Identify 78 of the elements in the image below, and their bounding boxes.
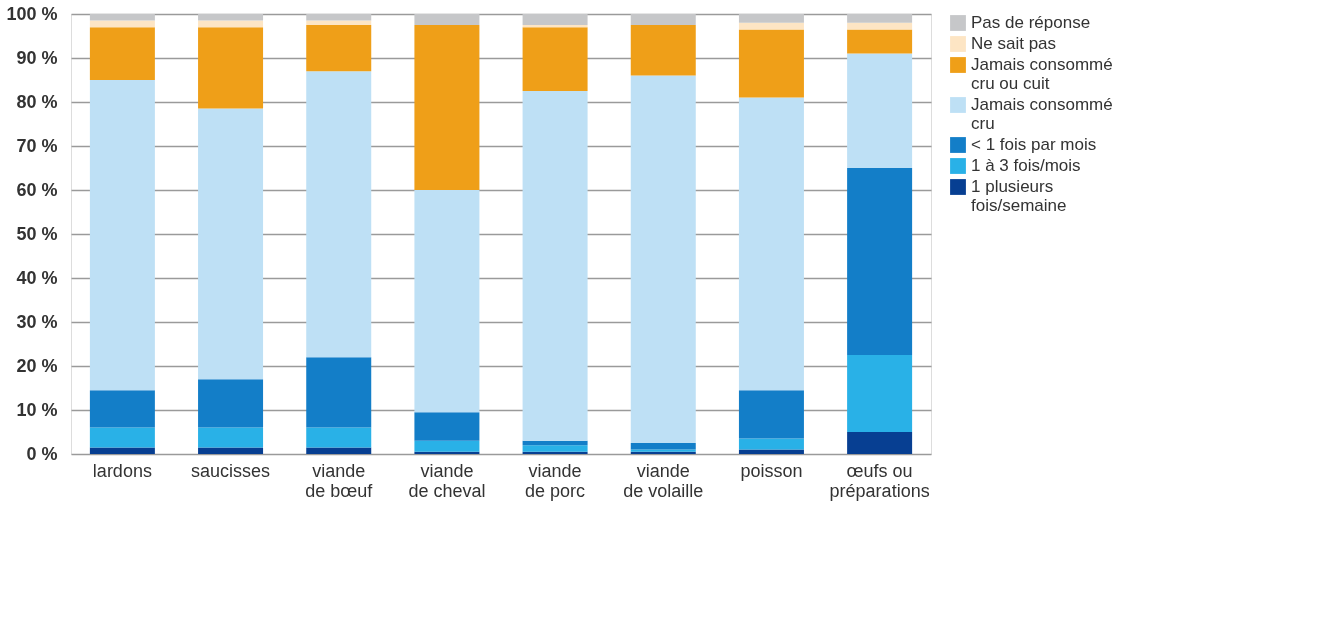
bar (847, 53, 913, 168)
bar (522, 451, 588, 454)
bar (89, 20, 155, 28)
bar (522, 27, 588, 91)
legend-label: Ne sait pas (971, 34, 1057, 53)
y-tick-label: 80 % (16, 91, 58, 112)
y-tick-label: 50 % (16, 223, 58, 244)
x-tick-label: saucisses (191, 460, 271, 481)
bar (198, 27, 264, 109)
x-tick-label: viande de bœuf (305, 460, 374, 501)
bar (414, 440, 480, 452)
y-tick-label: 100 % (6, 3, 58, 24)
bar (198, 427, 264, 448)
bar (306, 71, 372, 358)
bar (89, 14, 155, 21)
bar (306, 25, 372, 72)
y-tick-label: 70 % (16, 135, 58, 156)
bar (198, 379, 264, 428)
bar (630, 75, 696, 443)
bar (522, 445, 588, 452)
bar (847, 168, 913, 355)
legend-label: 1 à 3 fois/mois (971, 156, 1081, 175)
bar (89, 390, 155, 428)
bar (414, 190, 480, 413)
bar (414, 25, 480, 190)
bar (414, 14, 480, 25)
bar (738, 449, 804, 454)
bar (306, 14, 372, 21)
bar (738, 22, 804, 30)
bar (847, 355, 913, 432)
bar (847, 22, 913, 30)
bar (306, 357, 372, 428)
bar (738, 438, 804, 450)
bar (738, 390, 804, 439)
bar (738, 14, 804, 23)
bar (89, 27, 155, 80)
bar (198, 447, 264, 454)
y-tick-label: 90 % (16, 47, 58, 68)
x-tick-label: viande de porc (525, 460, 586, 501)
bar (522, 91, 588, 441)
bar (89, 447, 155, 454)
bar (306, 447, 372, 454)
bar (522, 440, 588, 446)
bar (738, 97, 804, 391)
legend-label: 1 plusieurs fois/semaine (971, 177, 1067, 215)
bar (630, 25, 696, 76)
y-tick-label: 0 % (26, 443, 58, 464)
bar (198, 108, 264, 380)
legend-label: < 1 fois par mois (971, 135, 1097, 154)
bar (847, 29, 913, 54)
bar (738, 29, 804, 98)
bar (414, 451, 480, 454)
bar (630, 443, 696, 450)
bar (89, 80, 155, 391)
bar (89, 427, 155, 448)
x-tick-label: œufs ou préparations (829, 460, 930, 501)
bar (306, 20, 372, 25)
legend-label: Jamais consommé cru ou cuit (971, 55, 1113, 93)
legend-label: Jamais consommé cru (971, 95, 1113, 133)
x-tick-label: viande de volaille (623, 460, 704, 501)
y-tick-label: 40 % (16, 267, 58, 288)
bar (198, 20, 264, 28)
bar (522, 14, 588, 25)
x-tick-label: lardons (92, 460, 152, 481)
bar (630, 14, 696, 25)
y-tick-label: 60 % (16, 179, 58, 200)
bar (198, 14, 264, 21)
y-tick-label: 30 % (16, 311, 58, 332)
bar (847, 432, 913, 454)
bar (847, 14, 913, 23)
legend-label: Pas de réponse (971, 13, 1091, 32)
bar (306, 427, 372, 448)
x-tick-label: viande de cheval (408, 460, 486, 501)
bar (414, 412, 480, 441)
x-tick-label: poisson (740, 460, 803, 481)
bar (522, 25, 588, 28)
y-tick-label: 10 % (16, 399, 58, 420)
y-tick-label: 20 % (16, 355, 58, 376)
